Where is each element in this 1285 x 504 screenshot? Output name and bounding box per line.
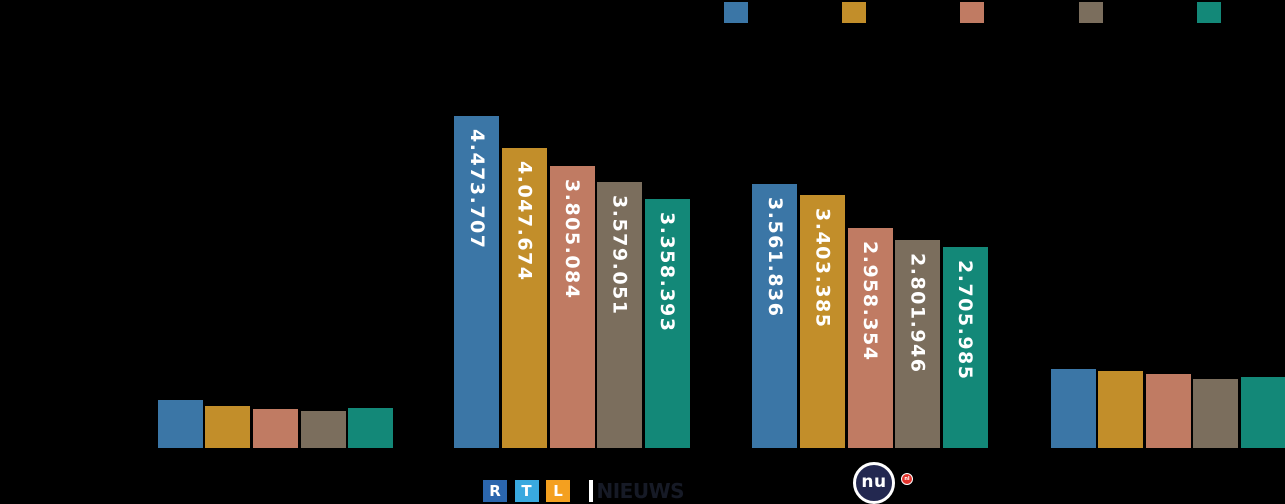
bar [252, 409, 298, 448]
bar-value-label: 2.705.985 [954, 260, 977, 381]
bar-value-label: 2.958.354 [859, 241, 881, 362]
bar-value-label: 3.561.836 [763, 197, 786, 318]
bar [1098, 371, 1144, 448]
rtl-nieuws-wordmark: NIEUWS [596, 479, 685, 503]
legend-swatch [1197, 2, 1221, 23]
bar [1241, 377, 1285, 448]
rtl-letter-block-t: T [514, 480, 539, 502]
bar-value-label: 3.403.385 [811, 208, 834, 329]
bar-value-label: 2.801.946 [906, 253, 929, 374]
nu-nl-logo: nu nl [853, 462, 913, 504]
bar [1050, 369, 1096, 448]
bar-value-label: 4.047.674 [513, 161, 536, 282]
legend-swatch [960, 2, 984, 23]
bar: 2.801.946 [895, 240, 941, 448]
legend-swatch [1079, 2, 1103, 23]
bar-value-label: 3.579.051 [608, 195, 631, 316]
rtl-nieuws-logo: R T L NIEUWS [483, 479, 685, 503]
bar: 2.958.354 [847, 228, 893, 448]
rtl-letter-l: L [553, 481, 563, 500]
nu-nl-dot-text: nl [904, 475, 910, 482]
bar [1193, 379, 1239, 448]
rtl-letter-block-r: R [483, 480, 507, 502]
rtl-letter-t: T [521, 481, 532, 500]
bar: 3.403.385 [799, 195, 845, 448]
bar: 3.358.393 [644, 199, 690, 448]
bar [157, 400, 203, 448]
bar: 3.805.084 [549, 166, 595, 448]
bar [300, 411, 346, 448]
bar-value-label: 3.358.393 [656, 212, 679, 333]
bar [1145, 374, 1191, 448]
legend-swatch [724, 2, 748, 23]
bar: 3.579.051 [597, 182, 643, 448]
nu-circle: nu [853, 462, 895, 504]
bar: 4.473.707 [454, 116, 500, 448]
bar [205, 406, 251, 448]
bar: 4.047.674 [501, 148, 547, 448]
nu-nl-dot: nl [901, 473, 913, 485]
rtl-letter-r: R [489, 481, 501, 500]
bar [348, 408, 394, 448]
bar: 2.705.985 [942, 247, 988, 448]
rtl-letter-block-l: L [546, 480, 570, 502]
bar-value-label: 4.473.707 [465, 129, 488, 250]
rtl-separator-bar [588, 480, 593, 502]
bar: 3.561.836 [752, 184, 798, 448]
bar-value-label: 3.805.084 [561, 179, 583, 300]
nu-wordmark: nu [861, 472, 887, 492]
legend-swatch [842, 2, 866, 23]
